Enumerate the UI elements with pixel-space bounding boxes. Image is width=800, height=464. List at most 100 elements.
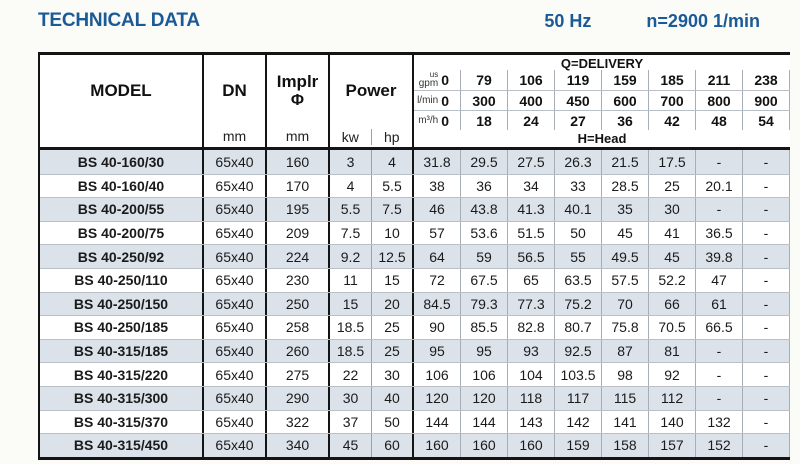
- head-value-cell: 31.8: [414, 150, 461, 174]
- delivery-flow-cell: 211: [696, 70, 743, 90]
- table-row: BS 40-250/110 65x40 230 11 15 72 67.5 65 63…: [40, 267, 790, 292]
- head-value-cell: -: [696, 198, 743, 221]
- kw-cell: 7.5: [330, 221, 372, 245]
- table-row: BS 40-315/300 65x40 290 30 40 120 120 118 1…: [40, 385, 790, 410]
- head-value-cell: 80.7: [555, 316, 602, 339]
- model-cell: BS 40-250/150: [40, 292, 204, 316]
- head-value-cell: 28.5: [602, 174, 649, 198]
- impeller-cell: 258: [267, 316, 330, 339]
- head-value-cell: 72: [414, 268, 461, 292]
- model-cell: BS 40-315/185: [40, 339, 204, 363]
- hp-cell: 15: [372, 268, 414, 292]
- head-value-cell: 95: [461, 339, 508, 363]
- delivery-flow-cell: l/min 0: [414, 91, 461, 110]
- head-value-cell: 56.5: [508, 245, 555, 268]
- head-value-cell: 65: [508, 268, 555, 292]
- head-value-cell: 144: [461, 410, 508, 434]
- head-value-cell: 27.5: [508, 150, 555, 174]
- model-cell: BS 40-200/75: [40, 221, 204, 245]
- delivery-flow-cell: 900: [743, 91, 790, 110]
- page-title: TECHNICAL DATA: [38, 10, 200, 31]
- delivery-flow-cell: 400: [508, 91, 555, 110]
- head-title: H=Head: [577, 131, 627, 146]
- head-value-cell: 120: [414, 386, 461, 410]
- head-value-cell: 64: [414, 245, 461, 268]
- hp-cell: 20: [372, 292, 414, 316]
- speed-label: n=2900 1/min: [646, 11, 760, 31]
- delivery-flow-cell: 300: [461, 91, 508, 110]
- head-value-cell: 41: [649, 221, 696, 245]
- hp-cell: 10: [372, 221, 414, 245]
- head-value-cell: 45: [649, 245, 696, 268]
- head-value-cell: 61: [696, 292, 743, 316]
- flow-unit-label-text: gpm: [418, 78, 439, 90]
- impeller-cell: 322: [267, 410, 330, 434]
- flow-value: 300: [472, 92, 496, 109]
- head-value-cell: 66: [649, 292, 696, 316]
- head-value-cell: 143: [508, 410, 555, 434]
- kw-cell: 9.2: [330, 245, 372, 268]
- head-value-cell: 115: [602, 386, 649, 410]
- kw-cell: 37: [330, 410, 372, 434]
- model-cell: BS 40-200/55: [40, 198, 204, 221]
- hp-cell: 25: [372, 339, 414, 363]
- head-value-cell: 92.5: [555, 339, 602, 363]
- head-value-cell: 26.3: [555, 150, 602, 174]
- dn-cell: 65x40: [204, 339, 267, 363]
- delivery-flow-cell: 79: [461, 70, 508, 90]
- dn-cell: 65x40: [204, 150, 267, 174]
- impeller-cell: 275: [267, 363, 330, 386]
- dn-cell: 65x40: [204, 174, 267, 198]
- flow-value: 106: [519, 72, 543, 88]
- flow-unit-label-text: m³/h: [418, 114, 439, 126]
- hp-cell: 60: [372, 434, 414, 457]
- head-value-cell: 34: [508, 174, 555, 198]
- kw-cell: 15: [330, 292, 372, 316]
- kw-cell: 18.5: [330, 339, 372, 363]
- column-header-dn: DN mm: [204, 55, 267, 147]
- head-value-cell: 50: [555, 221, 602, 245]
- impeller-cell: 290: [267, 386, 330, 410]
- head-value-cell: 40.1: [555, 198, 602, 221]
- delivery-flow-cell: 42: [649, 111, 696, 130]
- head-value-cell: -: [743, 221, 790, 245]
- model-cell: BS 40-315/300: [40, 386, 204, 410]
- head-value-cell: 41.3: [508, 198, 555, 221]
- flow-value: 800: [707, 92, 731, 109]
- table-row: BS 40-250/185 65x40 258 18.5 25 90 85.5 82…: [40, 315, 790, 339]
- head-value-cell: 132: [696, 410, 743, 434]
- head-value-cell: 95: [414, 339, 461, 363]
- delivery-flow-cell: 36: [602, 111, 649, 130]
- head-value-cell: 106: [461, 363, 508, 386]
- delivery-title: Q=DELIVERY: [560, 56, 644, 71]
- delivery-flow-cell: 48: [696, 111, 743, 130]
- delivery-flow-cell: 238: [743, 70, 790, 90]
- delivery-flow-cell: 106: [508, 70, 555, 90]
- head-value-cell: 117: [555, 386, 602, 410]
- dn-cell: 65x40: [204, 245, 267, 268]
- head-value-cell: 84.5: [414, 292, 461, 316]
- hp-cell: 25: [372, 316, 414, 339]
- head-value-cell: 106: [414, 363, 461, 386]
- model-cell: BS 40-250/110: [40, 268, 204, 292]
- table-body: BS 40-160/30 65x40 160 3 4 31.8 29.5 27.5 2…: [38, 150, 790, 460]
- kw-cell: 5.5: [330, 198, 372, 221]
- hp-cell: 30: [372, 363, 414, 386]
- flow-value: 450: [566, 92, 590, 109]
- model-cell: BS 40-160/40: [40, 174, 204, 198]
- head-value-cell: 52.2: [649, 268, 696, 292]
- head-value-cell: 160: [508, 434, 555, 457]
- delivery-flow-cell: 800: [696, 91, 743, 110]
- table-row: BS 40-160/30 65x40 160 3 4 31.8 29.5 27.5 2…: [40, 150, 790, 174]
- head-value-cell: 120: [461, 386, 508, 410]
- impeller-cell: 260: [267, 339, 330, 363]
- dn-cell: 65x40: [204, 292, 267, 316]
- head-value-cell: 20.1: [696, 174, 743, 198]
- operating-conditions: 50 Hz n=2900 1/min: [544, 11, 760, 32]
- hp-unit-label: hp: [383, 129, 400, 145]
- head-value-cell: 45: [602, 221, 649, 245]
- delivery-flow-cell: 185: [649, 70, 696, 90]
- dn-cell: 65x40: [204, 268, 267, 292]
- flow-value: 700: [660, 92, 684, 109]
- table-row: BS 40-315/450 65x40 340 45 60 160 160 160 1…: [40, 433, 790, 457]
